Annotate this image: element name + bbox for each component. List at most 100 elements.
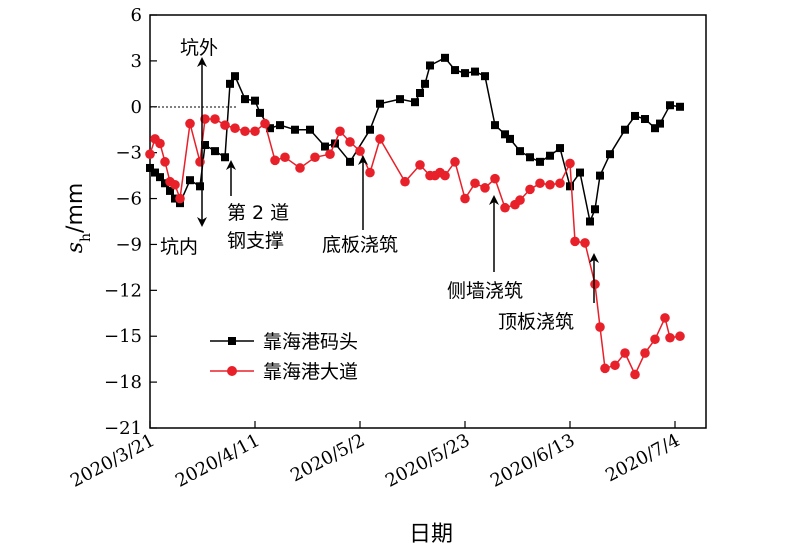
series-2-point-25 [375,134,385,144]
y-axis-title-main: s [63,242,88,253]
series-1-point-39 [516,147,524,156]
series-2-point-39 [515,195,525,205]
series-2-point-42 [545,179,555,190]
series-1-point-37 [501,130,509,139]
series-2 [145,114,685,380]
series-1-point-35 [481,72,489,81]
series-2-point-55 [660,313,670,323]
series-2-point-41 [535,178,545,189]
series-2-point-32 [450,157,460,167]
series-1-point-30 [426,61,434,70]
series-1-point-18 [276,121,284,130]
series-2-point-14 [250,126,260,137]
series-2-point-37 [500,202,510,213]
y-axis-title-sub: h [78,233,94,242]
series-2-point-50 [610,360,620,371]
series-1-point-25 [376,99,384,108]
legend-label-series-1: 靠海港码头 [263,331,358,353]
annotation-inside: 坑内 [160,236,198,258]
series-1-point-56 [676,102,684,111]
y-tick-label-5: −9 [115,234,142,255]
series-1-point-0 [146,163,154,172]
series-2-point-54 [650,334,660,345]
series-2-point-56 [665,332,675,343]
series-2-point-51 [620,348,630,358]
series-2-point-15 [260,118,270,129]
series-1-point-5 [171,194,179,203]
series-1-point-28 [416,89,424,98]
series-1-point-36 [491,121,499,130]
series-2-point-27 [415,160,425,170]
series-1-point-23 [346,157,354,166]
annotation-outside: 坑外 [180,37,218,59]
series-2-point-24 [365,167,375,178]
annotation-brace-line1: 第 2 道 [227,202,289,224]
series-2-point-52 [630,369,640,380]
annotations: 坑外 坑内 第 2 道 钢支撑 底板浇筑 侧墙浇筑 顶板浇筑 [160,37,599,333]
series-1-point-49 [606,150,614,159]
series-1-point-15 [251,96,259,105]
y-tick-label-3: −3 [115,143,142,164]
series-1-point-13 [231,72,239,81]
series-2-point-3 [160,157,170,167]
series-1-point-41 [536,157,544,166]
x-tick-label-3: 2020/5/23 [382,430,473,492]
series-2-point-40 [525,184,535,195]
series-2-point-6 [175,193,185,204]
series-1-point-26 [396,95,404,104]
series-1-point-14 [241,95,249,104]
series-1-point-34 [471,67,479,76]
series-2-point-48 [595,322,605,332]
plot-frame [149,14,707,429]
x-tick-label-1: 2020/4/11 [172,430,263,492]
series-2-point-13 [240,126,250,137]
y-axis: 6 3 0 −3 −6 −9 −12 −15 −18 −21 [104,5,157,439]
series-1-point-10 [211,147,219,156]
series-1-point-32 [451,66,459,75]
legend-label-series-2: 靠海港大道 [263,361,358,383]
series-2-point-33 [460,193,470,204]
series-1-point-50 [621,125,629,134]
series-1-point-17 [266,124,274,133]
series-1-point-9 [201,141,209,150]
series-1-point-46 [586,217,594,226]
series-2-point-20 [325,149,335,159]
series-2-point-53 [640,348,650,358]
series-1-point-43 [556,144,564,153]
series-2-point-45 [570,236,580,247]
y-tick-label-0: 6 [131,5,142,26]
series-2-point-21 [335,126,345,137]
series-2-point-22 [345,137,355,147]
series-2-point-46 [580,238,590,248]
annotation-brace-line2: 钢支撑 [227,230,284,252]
series-1-point-51 [631,111,639,120]
series-1-point-48 [596,171,604,180]
series-1-point-1 [151,168,159,177]
series-1-point-21 [321,142,329,151]
y-tick-label-8: −18 [104,372,142,393]
series-1-point-54 [656,119,664,128]
series-1-point-12 [226,79,234,88]
series-1-point-45 [576,168,584,177]
y-tick-label-2: 0 [131,97,142,118]
x-tick-label-2: 2020/5/2 [287,430,368,486]
y-axis-title-unit: /mm [63,183,88,233]
y-tick-label-4: −6 [115,189,142,210]
series-1-point-47 [591,205,599,214]
series-2-point-43 [555,178,565,189]
series-2-point-12 [230,123,240,133]
x-tick-label-4: 2020/6/13 [487,430,578,492]
series-2-point-57 [675,331,685,342]
x-axis-title: 日期 [409,522,453,547]
series-1-point-2 [156,173,164,182]
legend-item-series-1: 靠海港码头 [210,331,358,353]
series-2-point-49 [600,363,610,374]
series-2-point-16 [270,155,280,166]
series-1-point-52 [641,115,649,124]
x-tick-label-0: 2020/3/21 [67,430,158,492]
series-2-point-10 [210,114,220,124]
legend-item-series-2: 靠海港大道 [210,361,358,383]
series-2-point-19 [310,152,320,163]
y-axis-title: sh/mm [63,183,94,254]
series-2-point-8 [195,157,205,167]
